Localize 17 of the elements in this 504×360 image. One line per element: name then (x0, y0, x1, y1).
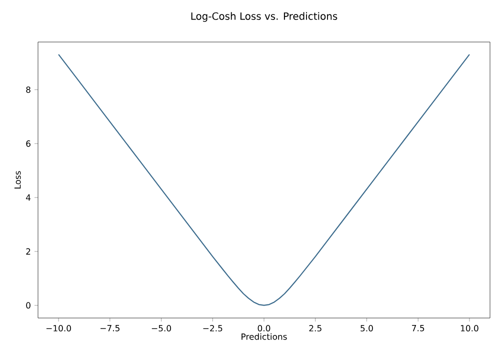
x-tick-label: 2.5 (309, 325, 322, 332)
y-axis-title: Loss (14, 171, 21, 188)
x-tick-label: 0.0 (258, 325, 270, 332)
chart-title: Log-Cosh Loss vs. Predictions (191, 12, 338, 22)
x-tick-label: −5.0 (152, 325, 171, 332)
y-tick-label: 6 (26, 140, 30, 147)
x-tick-label: −2.5 (203, 325, 222, 332)
x-tick-label: 7.5 (412, 325, 424, 332)
x-tick-label: 5.0 (360, 325, 373, 332)
y-tick-label: 4 (26, 194, 30, 201)
x-axis-title: Predictions (242, 333, 287, 340)
x-tick-label: −10.0 (46, 325, 71, 332)
y-tick-label: 2 (26, 248, 30, 255)
y-tick-label: 0 (26, 302, 30, 309)
x-tick-label: −7.5 (100, 325, 120, 332)
y-tick-label: 8 (26, 86, 30, 93)
x-tick-label: 10.0 (460, 325, 478, 332)
